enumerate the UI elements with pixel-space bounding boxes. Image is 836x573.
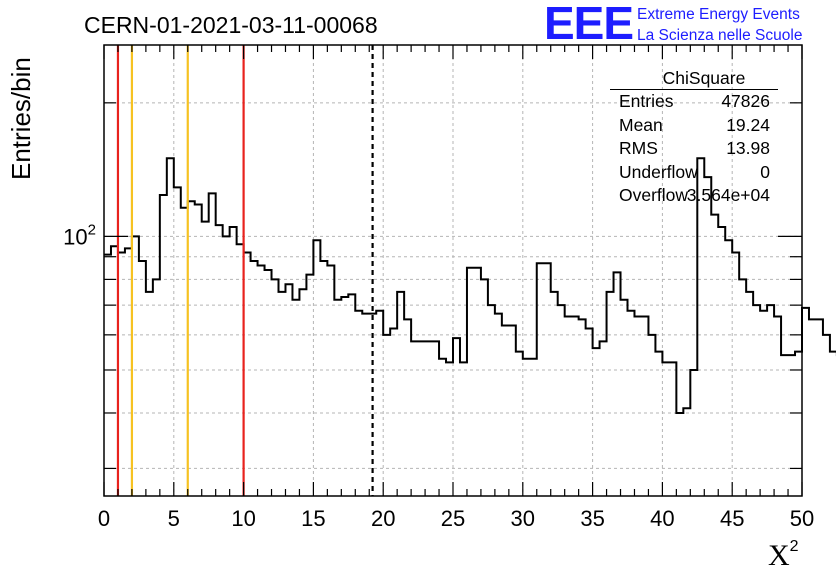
logo-text: Extreme Energy Events La Scienza nelle S… (637, 4, 802, 46)
eee-logo: EEE (544, 0, 634, 49)
x-tick-label: 40 (650, 506, 674, 531)
stats-value: 13.98 (726, 138, 770, 158)
stats-value: 47826 (721, 91, 770, 111)
x-tick-label: 0 (98, 506, 110, 531)
stats-key: Entries (619, 91, 674, 111)
stats-key: Mean (619, 114, 663, 135)
stats-key: Underflow (619, 161, 698, 182)
x-axis-label: X2 (768, 538, 799, 573)
stats-row-rms: RMS 13.98 (610, 137, 778, 161)
x-tick-label: 5 (168, 506, 180, 531)
x-axis-label-base: X (768, 539, 790, 572)
stats-row-overflow: Overflow 3.564e+04 (610, 184, 778, 208)
y-tick-label-base: 10 (63, 224, 87, 249)
x-tick-label: 45 (720, 506, 744, 531)
histogram-series (104, 157, 836, 414)
stats-header: ChiSquare (610, 67, 778, 90)
y-tick-label-exponent: 2 (88, 221, 96, 238)
x-axis-label-exponent: 2 (789, 538, 799, 555)
x-tick-label: 10 (231, 506, 255, 531)
x-tick-label: 35 (580, 506, 604, 531)
stats-value: 0 (760, 161, 770, 182)
stats-value: 19.24 (726, 114, 770, 135)
stats-row-underflow: Underflow 0 (610, 161, 778, 185)
stats-value: 3.564e+04 (686, 185, 770, 205)
x-tick-label: 15 (301, 506, 325, 531)
x-tick-label: 30 (511, 506, 535, 531)
logo-line-2: La Scienza nelle Scuole (637, 27, 803, 44)
y-tick-label: 102 (63, 221, 96, 249)
stats-key: Overflow (619, 185, 689, 205)
x-tick-label: 20 (371, 506, 395, 531)
plot-title: CERN-01-2021-03-11-00068 (84, 12, 378, 38)
x-tick-label: 25 (441, 506, 465, 531)
stats-row-entries: Entries 47826 (610, 90, 778, 114)
stats-row-mean: Mean 19.24 (610, 114, 778, 138)
logo-line-1: Extreme Energy Events (637, 6, 800, 23)
stats-key: RMS (619, 138, 658, 158)
stats-box: ChiSquare Entries 47826 Mean 19.24 RMS 13.9… (610, 67, 778, 208)
x-tick-label: 50 (790, 506, 814, 531)
